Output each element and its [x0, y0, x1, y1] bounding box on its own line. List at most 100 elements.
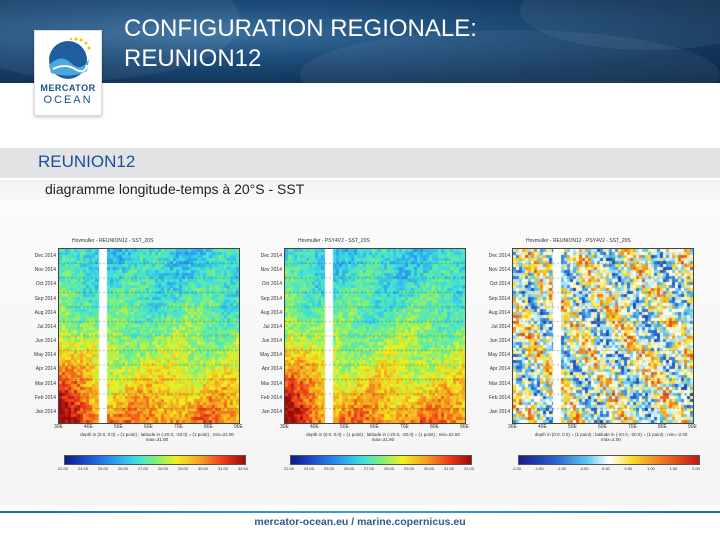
- section-title: REUNION12: [38, 152, 136, 171]
- y-tick-label: Aug 2014: [34, 309, 56, 316]
- y-tick-label: Oct 2014: [261, 281, 282, 288]
- hovmuller-heatmap: [58, 248, 240, 424]
- figure-caption: depth in (0.0, 0.0) = (1 point) ; latitu…: [80, 432, 234, 442]
- colorbar-label: 22.00: [284, 466, 295, 471]
- y-tick-label: May 2014: [260, 352, 282, 359]
- footer-separator: [0, 511, 720, 513]
- y-tick-label: Mar 2014: [260, 380, 282, 387]
- page-title-line1: CONFIGURATION REGIONALE:: [124, 15, 477, 42]
- colorbar-label: 27.00: [364, 466, 375, 471]
- y-tick-label: Sep 2014: [34, 295, 56, 302]
- colorbar-label: 28.00: [384, 466, 395, 471]
- figure-caption: depth in (0.0, 0.0) = (1 point) ; latitu…: [306, 432, 460, 442]
- x-tick-label: 70E: [174, 424, 183, 430]
- x-tick-label: 90E: [460, 424, 469, 430]
- colorbar-label: 0.50: [624, 466, 633, 471]
- y-tick-label: Apr 2014: [261, 366, 282, 373]
- y-tick-label: Sep 2014: [488, 295, 510, 302]
- mercator-ocean-logo: MERCATOR OCEAN: [34, 30, 102, 116]
- colorbar-label: 0.00: [602, 466, 610, 471]
- colorbar: [518, 455, 700, 465]
- logo-text-ocean: OCEAN: [43, 94, 93, 106]
- x-tick-label: 70E: [628, 424, 637, 430]
- page-title-line2: REUNION12: [124, 45, 262, 72]
- colorbar-label: -0.50: [579, 466, 589, 471]
- logo-globe-icon: [49, 37, 91, 79]
- colorbar-label: 31.00: [444, 466, 455, 471]
- y-tick-label: Dec 2014: [488, 253, 510, 259]
- y-tick-label: Jul 2014: [263, 323, 282, 330]
- footer-url: mercator-ocean.eu / marine.copernicus.eu: [254, 516, 466, 528]
- x-tick-label: 80E: [430, 424, 439, 430]
- y-tick-label: Jun 2014: [489, 338, 510, 344]
- colorbar-label: -1.50: [534, 466, 544, 471]
- figure-title: Hovmuller - REUNION12 - PSY4V2 - SST_20S: [526, 238, 631, 244]
- colorbar-label: 31.00: [218, 466, 229, 471]
- x-tick-label: 40E: [310, 424, 319, 430]
- y-tick-label: May 2014: [488, 352, 510, 359]
- x-tick-label: 60E: [370, 424, 379, 430]
- x-tick-label: 80E: [658, 424, 667, 430]
- y-tick-label: Nov 2014: [260, 267, 282, 274]
- hovmuller-figure-2: Hovmuller - PSY4V2 - SST_20S Dec 2014 Nov …: [258, 238, 502, 478]
- y-tick-label: Feb 2014: [488, 394, 510, 401]
- header-banner: [0, 0, 720, 83]
- hovmuller-figure-3: Hovmuller - REUNION12 - PSY4V2 - SST_20S…: [486, 238, 720, 478]
- figure-title: Hovmuller - REUNION12 - SST_20S: [72, 238, 154, 244]
- y-tick-label: Sep 2014: [260, 295, 282, 302]
- colorbar-label: 30.00: [198, 466, 209, 471]
- y-tick-label: Aug 2014: [260, 309, 282, 316]
- figure-title: Hovmuller - PSY4V2 - SST_20S: [298, 238, 370, 244]
- y-tick-label: Nov 2014: [488, 267, 510, 274]
- hovmuller-heatmap: [512, 248, 694, 424]
- colorbar-label: 1.00: [647, 466, 655, 471]
- y-tick-label: Aug 2014: [488, 309, 510, 316]
- colorbar-label: 22.00: [58, 466, 69, 471]
- colorbar-label: 29.00: [178, 466, 189, 471]
- colorbar-label: 32.00: [238, 466, 249, 471]
- x-tick-label: 40E: [538, 424, 547, 430]
- y-tick-label: Jun 2014: [35, 338, 56, 344]
- subtitle: diagramme longitude-temps à 20°S - SST: [45, 181, 305, 197]
- section-title-band: REUNION12: [0, 148, 720, 178]
- x-tick-label: 40E: [84, 424, 93, 430]
- colorbar: [64, 455, 246, 465]
- y-tick-label: Apr 2014: [35, 366, 56, 373]
- colorbar-label: 27.00: [138, 466, 149, 471]
- y-tick-label: Feb 2014: [260, 394, 282, 401]
- colorbar-label: 24.00: [78, 466, 89, 471]
- x-tick-label: 30E: [508, 424, 517, 430]
- y-tick-label: Mar 2014: [34, 380, 56, 387]
- subtitle-band: diagramme longitude-temps à 20°S - SST: [0, 180, 720, 200]
- y-tick-label: May 2014: [34, 352, 56, 359]
- y-tick-label: Oct 2014: [489, 281, 510, 288]
- page-title: CONFIGURATION REGIONALE: REUNION12: [124, 14, 477, 74]
- hovmuller-figure-1: Hovmuller - REUNION12 - SST_20S Dec 2014 N…: [32, 238, 276, 478]
- y-tick-label: Feb 2014: [34, 394, 56, 401]
- colorbar-label: 1.50: [669, 466, 678, 471]
- colorbar-label: 26.00: [118, 466, 129, 471]
- colorbar-label: 25.00: [324, 466, 335, 471]
- y-tick-label: Jan 2014: [489, 408, 510, 415]
- y-tick-label: Dec 2014: [34, 253, 56, 259]
- y-tick-label: Nov 2014: [34, 267, 56, 274]
- colorbar-label: 24.00: [304, 466, 315, 471]
- logo-text-mercator: MERCATOR: [40, 83, 96, 93]
- x-tick-label: 60E: [144, 424, 153, 430]
- y-tick-label: Apr 2014: [489, 366, 510, 373]
- x-tick-label: 70E: [400, 424, 409, 430]
- y-tick-label: Mar 2014: [488, 380, 510, 387]
- colorbar-label: 30.00: [424, 466, 435, 471]
- x-tick-label: 30E: [280, 424, 289, 430]
- x-tick-label: 80E: [204, 424, 213, 430]
- x-tick-label: 60E: [598, 424, 607, 430]
- colorbar-label: 2.00: [692, 466, 700, 471]
- figure-caption: depth in (0.0, 0.0) = (1 point) ; latitu…: [534, 432, 688, 442]
- y-tick-label: Jun 2014: [261, 338, 282, 344]
- y-tick-label: Dec 2014: [260, 253, 282, 259]
- colorbar-label: -2.00: [512, 466, 522, 471]
- colorbar-label: 28.00: [158, 466, 169, 471]
- colorbar-label: 25.00: [98, 466, 109, 471]
- y-tick-label: Oct 2014: [35, 281, 56, 288]
- hovmuller-heatmap: [284, 248, 466, 424]
